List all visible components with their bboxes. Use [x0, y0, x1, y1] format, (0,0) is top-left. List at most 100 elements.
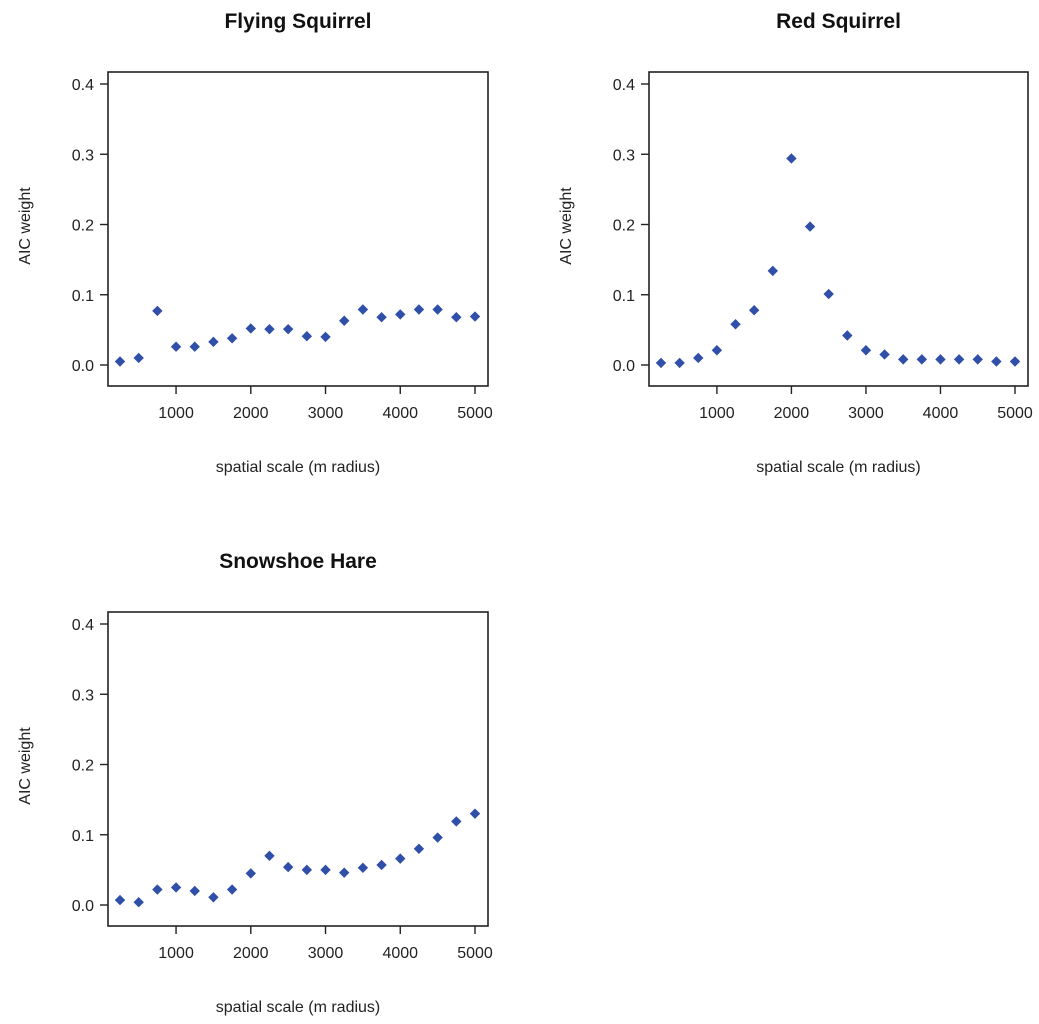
- data-point: [245, 323, 256, 334]
- data-point: [189, 885, 200, 897]
- chart-title: Flying Squirrel: [224, 10, 371, 33]
- x-tick-label: 2000: [233, 405, 269, 422]
- data-point: [1009, 356, 1021, 367]
- y-tick-label: 0.3: [613, 147, 635, 164]
- data-point: [898, 354, 909, 365]
- x-tick-label: 2000: [774, 405, 810, 422]
- data-point: [357, 304, 369, 315]
- x-tick-label: 3000: [848, 405, 884, 422]
- data-point: [935, 354, 946, 365]
- data-point: [823, 288, 834, 300]
- data-point: [916, 354, 928, 365]
- data-point: [432, 304, 443, 315]
- plot-frame: [107, 71, 489, 387]
- data-point: [320, 331, 331, 343]
- data-point: [170, 882, 182, 893]
- y-axis-label: AIC weight: [558, 187, 575, 265]
- chart-panel-3: Snowshoe Hare 0.0 0.1 0.2 0.3 0.4 1000 2000 3000…: [17, 550, 493, 1016]
- data-point: [451, 816, 462, 827]
- data-point: [991, 356, 1002, 367]
- y-tick-label: 0.4: [613, 77, 635, 94]
- x-tick-label: 3000: [308, 945, 344, 962]
- data-point: [170, 341, 182, 352]
- data-point: [133, 352, 144, 364]
- data-point: [282, 861, 294, 873]
- y-axis-label: AIC weight: [17, 727, 34, 805]
- data-point: [879, 349, 890, 360]
- y-axis-label: AIC weight: [17, 187, 34, 265]
- data-point: [730, 319, 741, 330]
- chart-title: Red Squirrel: [776, 10, 901, 33]
- data-point: [226, 333, 238, 344]
- x-tick-label: 4000: [382, 945, 418, 962]
- data-point: [245, 868, 256, 879]
- y-tick-label: 0.4: [72, 617, 94, 634]
- x-tick-label: 4000: [923, 405, 959, 422]
- data-point: [413, 843, 425, 854]
- data-point: [655, 357, 667, 369]
- data-point: [264, 850, 275, 862]
- data-point: [208, 892, 219, 903]
- data-point: [226, 884, 238, 895]
- data-point: [152, 305, 163, 317]
- x-tick-label: 2000: [233, 945, 269, 962]
- data-point: [432, 832, 443, 843]
- y-tick-label: 0.0: [72, 358, 94, 375]
- x-tick-label: 1000: [699, 405, 735, 422]
- data-point: [860, 345, 872, 356]
- data-point: [208, 336, 219, 348]
- y-tick-label: 0.3: [72, 147, 94, 164]
- x-tick-label: 1000: [158, 405, 194, 422]
- data-point: [376, 859, 387, 871]
- data-point: [133, 896, 144, 908]
- data-point: [339, 315, 350, 326]
- x-axis-label: spatial scale (m radius): [756, 459, 921, 476]
- y-tick-label: 0.0: [613, 358, 635, 375]
- y-tick-label: 0.3: [72, 687, 94, 704]
- x-tick-label: 4000: [382, 405, 418, 422]
- data-point: [469, 808, 481, 819]
- data-point: [953, 354, 965, 365]
- data-point: [711, 345, 723, 356]
- y-tick-label: 0.1: [613, 288, 635, 305]
- data-point: [786, 153, 797, 164]
- data-point: [339, 867, 350, 878]
- y-tick-label: 0.2: [613, 218, 635, 235]
- chart-panel-2: Red Squirrel 0.0 0.1 0.2 0.3 0.4 1000 2000 3000 4…: [558, 10, 1033, 476]
- x-axis-label: spatial scale (m radius): [216, 459, 381, 476]
- y-tick-label: 0.2: [72, 218, 94, 235]
- data-point: [264, 323, 275, 335]
- data-point: [842, 330, 853, 341]
- data-point: [152, 884, 163, 895]
- x-tick-label: 1000: [158, 945, 194, 962]
- data-point: [413, 304, 425, 315]
- data-point: [282, 323, 294, 335]
- data-point: [114, 894, 126, 906]
- data-point: [804, 221, 816, 232]
- y-tick-label: 0.1: [72, 288, 94, 305]
- data-point: [972, 354, 983, 365]
- y-tick-label: 0.2: [72, 758, 94, 775]
- data-point: [767, 265, 778, 277]
- x-tick-label: 5000: [997, 405, 1033, 422]
- x-tick-label: 5000: [457, 945, 493, 962]
- x-tick-label: 3000: [308, 405, 344, 422]
- data-point: [693, 352, 704, 364]
- data-point: [301, 330, 313, 342]
- data-point: [748, 305, 760, 316]
- y-tick-label: 0.1: [72, 828, 94, 845]
- data-point: [395, 309, 406, 320]
- data-point: [320, 864, 331, 876]
- data-point: [301, 864, 313, 876]
- data-point: [469, 311, 481, 322]
- plot-frame: [107, 611, 489, 927]
- data-point: [189, 341, 200, 352]
- y-tick-label: 0.0: [72, 898, 94, 915]
- data-point: [451, 312, 462, 323]
- data-point: [674, 357, 685, 369]
- x-axis-label: spatial scale (m radius): [216, 999, 381, 1016]
- chart-panel-1: Flying Squirrel 0.0 0.1 0.2 0.3 0.4 1000 2000 30…: [17, 10, 493, 476]
- y-tick-label: 0.4: [72, 77, 94, 94]
- data-point: [376, 312, 387, 323]
